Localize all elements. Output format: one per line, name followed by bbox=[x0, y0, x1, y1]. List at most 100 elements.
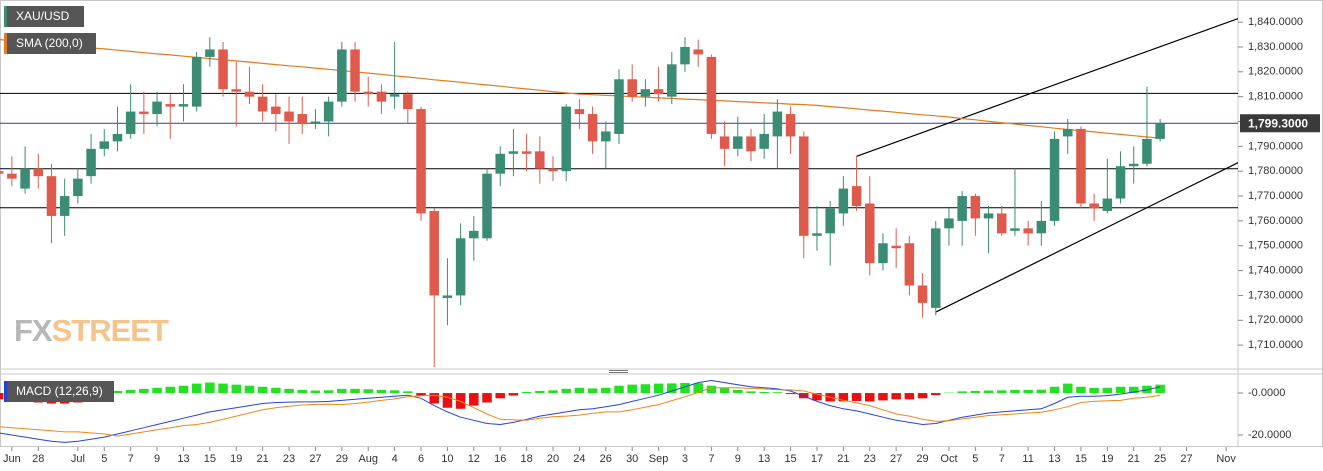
y-tick-label: 1,770.0000 bbox=[1248, 190, 1303, 202]
macd-histogram-bar bbox=[205, 382, 215, 394]
y-tick-label: 1,830.0000 bbox=[1248, 41, 1303, 53]
x-tick-label: 21 bbox=[257, 453, 269, 465]
y-tick-label: 1,740.0000 bbox=[1248, 264, 1303, 276]
macd-histogram-bar bbox=[614, 385, 624, 394]
macd-histogram-bar bbox=[125, 389, 136, 394]
trend-line bbox=[856, 17, 1238, 157]
last-price-box bbox=[1240, 114, 1320, 133]
candle-body bbox=[363, 91, 373, 95]
x-tick-label: 3 bbox=[682, 453, 688, 465]
candle-body bbox=[878, 243, 888, 264]
signal-line bbox=[0, 387, 1161, 437]
macd-histogram-bar bbox=[403, 391, 413, 394]
candle-body bbox=[125, 111, 136, 134]
macd-histogram-bar bbox=[1023, 389, 1033, 394]
candle-body bbox=[86, 148, 96, 177]
macd-histogram-bar bbox=[535, 390, 545, 394]
candle-body bbox=[865, 203, 875, 264]
x-tick-label: 24 bbox=[573, 453, 585, 465]
candle-body bbox=[469, 230, 479, 239]
legend-box bbox=[4, 6, 84, 27]
x-tick-label: 28 bbox=[32, 453, 44, 465]
legend-box bbox=[4, 33, 96, 54]
candle-body bbox=[996, 213, 1007, 234]
x-tick-label: 9 bbox=[154, 453, 160, 465]
watermark-fx: FX bbox=[14, 313, 53, 348]
x-tick-label: 15 bbox=[1075, 453, 1087, 465]
macd-histogram-bar bbox=[323, 390, 334, 394]
macd-histogram-bar bbox=[297, 389, 307, 394]
x-tick-label: 15 bbox=[784, 453, 796, 465]
candle-body bbox=[1076, 128, 1086, 204]
macd-histogram-bar bbox=[680, 382, 690, 394]
candle-body bbox=[561, 106, 571, 172]
macd-histogram-bar bbox=[363, 389, 373, 394]
candle-body bbox=[1155, 123, 1165, 139]
candle-body bbox=[614, 79, 624, 134]
x-tick-label: 13 bbox=[758, 453, 770, 465]
y-tick-label: 1,710.0000 bbox=[1248, 339, 1303, 351]
x-tick-label: 7 bbox=[708, 453, 714, 465]
candle-body bbox=[799, 136, 809, 236]
candle-body bbox=[653, 89, 664, 95]
watermark-street: STREET bbox=[52, 313, 169, 348]
macd-histogram-bar bbox=[667, 383, 677, 394]
x-tick-label: 27 bbox=[309, 453, 321, 465]
legend-macd: MACD (12,26,9) bbox=[16, 384, 103, 398]
x-tick-label: 4 bbox=[392, 453, 398, 465]
y-tick-label: 1,840.0000 bbox=[1248, 16, 1303, 28]
macd-histogram-bar bbox=[178, 385, 189, 394]
y-tick-label: 1,790.0000 bbox=[1248, 140, 1303, 152]
macd-histogram-bar bbox=[508, 393, 519, 396]
candle-body bbox=[7, 173, 17, 179]
candle-body bbox=[165, 104, 176, 107]
y-tick-label: 1,730.0000 bbox=[1248, 289, 1303, 301]
candle-body bbox=[205, 49, 215, 57]
panel-handle[interactable] bbox=[609, 370, 628, 373]
candle-body bbox=[521, 151, 532, 154]
macd-histogram-bar bbox=[337, 388, 347, 394]
candle-body bbox=[719, 136, 730, 149]
candle-body bbox=[337, 49, 347, 102]
x-tick-label: 26 bbox=[600, 453, 612, 465]
candle-body bbox=[1128, 163, 1139, 167]
x-tick-label: 23 bbox=[283, 453, 295, 465]
candle-body bbox=[310, 121, 321, 124]
macd-histogram-bar bbox=[350, 388, 360, 394]
macd-histogram-bar bbox=[442, 393, 453, 408]
legend-swatch bbox=[4, 6, 7, 27]
candle-body bbox=[733, 136, 743, 149]
candle-body bbox=[1049, 138, 1060, 221]
candle-body bbox=[574, 109, 585, 115]
candle-body bbox=[73, 178, 83, 197]
legend-sma: SMA (200,0) bbox=[16, 36, 83, 50]
candle-body bbox=[429, 210, 439, 296]
macd-histogram-bar bbox=[865, 393, 875, 402]
candle-body bbox=[891, 245, 901, 249]
macd-histogram-bar bbox=[693, 383, 703, 394]
macd-histogram-bar bbox=[812, 393, 822, 401]
x-tick-label: 13 bbox=[1048, 453, 1060, 465]
x-tick-label: 21 bbox=[837, 453, 849, 465]
candle-body bbox=[667, 64, 677, 97]
candle-body bbox=[271, 106, 281, 115]
macd-histogram-bar bbox=[376, 389, 387, 394]
candle-body bbox=[601, 131, 611, 142]
x-tick-label: 6 bbox=[418, 453, 424, 465]
candle-body bbox=[403, 94, 413, 110]
x-tick-label: Sep bbox=[649, 453, 669, 465]
x-tick-label: 9 bbox=[735, 453, 741, 465]
macd-histogram-bar bbox=[917, 393, 928, 399]
macd-histogram-bar bbox=[284, 388, 294, 394]
macd-histogram-bar bbox=[521, 392, 532, 394]
candle-body bbox=[257, 96, 268, 112]
x-tick-label: 13 bbox=[177, 453, 189, 465]
candle-body bbox=[680, 46, 690, 65]
candle-body bbox=[455, 238, 466, 296]
macd-histogram-bar bbox=[191, 383, 202, 394]
candle-body bbox=[1115, 166, 1126, 199]
macd-histogram-bar bbox=[891, 393, 901, 400]
candle-body bbox=[746, 136, 756, 152]
y-tick-label: 1,760.0000 bbox=[1248, 215, 1303, 227]
candle-body bbox=[112, 133, 123, 142]
